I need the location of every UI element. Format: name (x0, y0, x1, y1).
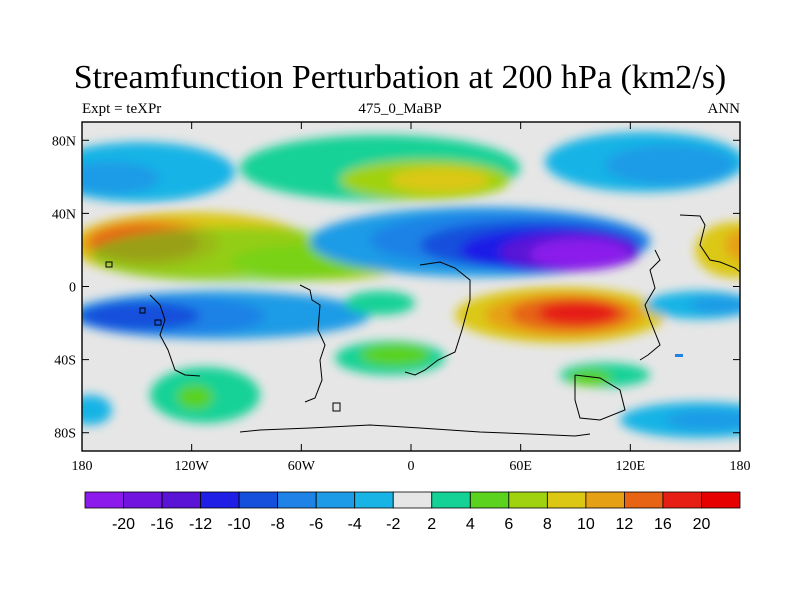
wp-high-core (725, 229, 740, 261)
contour-field (82, 122, 740, 451)
colorbar-label: 6 (504, 516, 513, 533)
y-tick-label: 40S (54, 354, 76, 369)
colorbar-box (238, 491, 279, 509)
colorbar-box (123, 491, 163, 509)
colorbar-label: -2 (386, 516, 400, 533)
sea-coast (639, 249, 661, 361)
sp-low-core (82, 302, 200, 330)
x-tick-label: 120W (175, 459, 210, 474)
colorbar-label: -10 (228, 516, 251, 533)
asia-low-core (530, 239, 630, 269)
y-tick-label: 40N (52, 207, 76, 222)
colorbar-label: 12 (616, 516, 634, 533)
australia-coast (574, 374, 626, 421)
spo-high-core (177, 385, 213, 409)
x-tick-label: 180 (730, 459, 751, 474)
colorbar-box (546, 491, 587, 509)
colorbar-label: -20 (112, 516, 135, 533)
plot-title: Streamfunction Perturbation at 200 hPa (… (73, 59, 727, 96)
pacific-arctic-low-core (82, 162, 160, 194)
colorbar-box (277, 491, 317, 509)
colorbar-box (624, 491, 664, 509)
colorbar-box (354, 491, 394, 509)
wp-low-core (690, 296, 740, 314)
east-asia-coast (679, 214, 740, 273)
antarctic-low-core (665, 410, 740, 430)
si-high-core (568, 370, 612, 386)
colorbar-box (431, 491, 471, 509)
colorbar-box (84, 491, 124, 509)
colorbar: -20 -16 -12 -10 -8 -6 -4 -2 2 4 6 8 10 12 16 20 (84, 491, 741, 533)
sa-high-core (360, 344, 430, 366)
colorbar-label: -12 (189, 516, 212, 533)
y-tick-label: 0 (69, 281, 76, 296)
island-south-georgia (332, 402, 341, 412)
colorbar-label: -6 (309, 516, 323, 533)
colorbar-label: -16 (150, 516, 173, 533)
colorbar-label: 20 (693, 516, 711, 533)
colorbar-box (469, 491, 510, 509)
small-low-patch (675, 354, 683, 357)
colorbar-box (701, 491, 741, 509)
y-tick-label: 80N (52, 134, 76, 149)
x-tick-label: 60E (509, 459, 532, 474)
colorbar-box (200, 491, 240, 509)
colorbar-label: 8 (543, 516, 552, 533)
atlantic-weak-high (345, 291, 415, 315)
x-tick-label: 120E (616, 459, 646, 474)
antarctica-coast (239, 424, 591, 437)
siberian-arctic-low-core (605, 145, 735, 185)
colorbar-label: 4 (466, 516, 475, 533)
colorbar-label: -4 (348, 516, 362, 533)
island-hawaii (105, 261, 113, 268)
colorbar-box (161, 491, 201, 509)
io-high-core (538, 301, 618, 325)
eu-high-core (390, 168, 490, 192)
coastlines (105, 214, 740, 437)
run-id-label: 475_0_MaBP (358, 101, 442, 117)
antarctic-low-west (82, 395, 112, 425)
central-america-coast (149, 294, 201, 377)
colorbar-box (392, 491, 433, 509)
y-tick-label: 80S (54, 427, 76, 442)
colorbar-label: 10 (577, 516, 595, 533)
island-pacific (154, 319, 162, 326)
map-axes: 180 120W 60W 0 60E 120E 180 80N 40N 0 40S 80S (52, 122, 751, 474)
colorbar-label: -8 (271, 516, 285, 533)
x-tick-label: 60W (288, 459, 316, 474)
experiment-label: Expt = teXPr (82, 101, 162, 117)
colorbar-box (315, 491, 356, 509)
x-tick-label: 0 (408, 459, 415, 474)
colorbar-label: 2 (427, 516, 436, 533)
south-america-coast (299, 284, 326, 403)
colorbar-box (585, 491, 625, 509)
x-tick-label: 180 (72, 459, 93, 474)
africa-coast (404, 261, 471, 376)
season-label: ANN (707, 101, 741, 117)
colorbar-box (508, 491, 548, 509)
colorbar-label: 16 (654, 516, 672, 533)
island-pacific-2 (139, 307, 146, 314)
colorbar-box (662, 491, 702, 509)
